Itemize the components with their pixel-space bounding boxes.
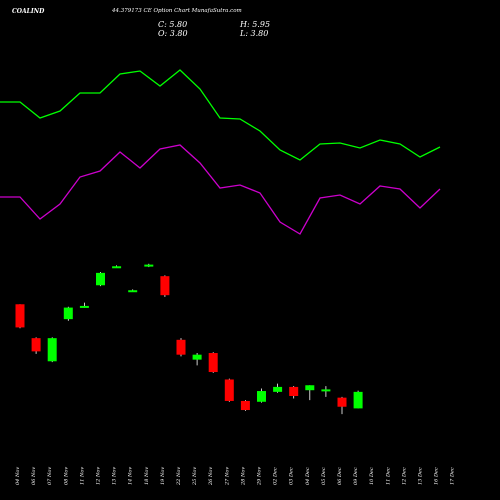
candle <box>112 265 122 269</box>
candle-body <box>273 386 283 392</box>
upper-indicator-line <box>0 69 441 161</box>
candle <box>240 400 250 411</box>
candle <box>305 385 315 401</box>
candle-body <box>79 305 89 308</box>
candle-body <box>321 389 331 392</box>
ohlc-c-label: C: 5.80 <box>158 20 188 29</box>
candle-body <box>128 290 138 293</box>
x-tick-label: 09 Dec <box>353 467 359 485</box>
candle <box>96 272 105 287</box>
candle <box>128 289 138 293</box>
candle <box>353 390 363 409</box>
candle-body <box>240 400 250 411</box>
ohlc-l-label: L: 3.80 <box>240 29 269 38</box>
candle <box>15 304 25 329</box>
candle <box>208 352 218 373</box>
x-tick-label: 04 Dec <box>305 467 311 485</box>
candle <box>337 396 347 415</box>
x-tick-label: 06 Nov <box>31 467 37 485</box>
x-tick-label: 06 Dec <box>337 467 343 485</box>
lower-indicator-line <box>0 144 441 235</box>
x-tick-label: 03 Dec <box>289 467 295 485</box>
x-tick-label: 29 Nov <box>257 467 263 486</box>
chart-title: 44.379173 CE Option Chart MunafaSutra.co… <box>112 8 242 14</box>
x-tick-label: 11 Dec <box>385 467 391 485</box>
x-tick-label: 16 Dec <box>434 467 440 485</box>
candle-body <box>96 272 105 286</box>
candle <box>321 386 331 397</box>
x-tick-label: 22 Nov <box>176 467 182 486</box>
x-tick-label: 17 Dec <box>450 467 456 485</box>
x-tick-label: 08 Nov <box>63 467 69 485</box>
candle <box>224 378 234 402</box>
x-tick-label: 19 Nov <box>160 467 166 485</box>
candle-body <box>47 338 57 362</box>
candle-body <box>63 307 73 320</box>
candle <box>63 306 73 321</box>
x-tick-label: 11 Nov <box>79 467 85 485</box>
x-tick-label: 10 Dec <box>369 467 375 485</box>
candle <box>47 337 57 363</box>
candle <box>31 337 41 354</box>
candle <box>289 386 299 399</box>
candle-body <box>15 304 25 328</box>
x-tick-label: 12 Nov <box>96 467 102 485</box>
x-tick-label: 26 Nov <box>208 467 214 486</box>
x-tick-label: 18 Nov <box>144 467 150 485</box>
candle-body <box>257 391 266 402</box>
symbol-label: COALIND <box>12 8 45 15</box>
candle-body <box>337 397 347 407</box>
candle-body <box>112 266 122 269</box>
candle-body <box>305 385 315 391</box>
x-tick-label: 13 Nov <box>112 467 118 485</box>
ohlc-h-label: H: 5.95 <box>240 20 271 29</box>
candle-body <box>192 354 202 360</box>
candle <box>160 275 170 297</box>
candle <box>192 353 202 366</box>
x-tick-label: 28 Nov <box>240 467 246 486</box>
candle <box>176 338 186 357</box>
candle-body <box>31 338 41 352</box>
x-tick-label: 27 Nov <box>224 467 230 486</box>
candle-body <box>176 339 186 355</box>
candle <box>257 388 266 403</box>
candle-body <box>208 353 218 373</box>
candle <box>144 263 154 268</box>
x-tick-label: 07 Nov <box>47 467 53 485</box>
candle-body <box>224 379 234 401</box>
candle-body <box>353 391 363 409</box>
x-tick-label: 12 Dec <box>401 467 407 485</box>
x-tick-label: 05 Dec <box>321 467 327 485</box>
x-tick-label: 04 Nov <box>15 467 21 485</box>
candle-body <box>160 276 170 296</box>
candle-body <box>144 264 154 267</box>
ohlc-o-label: O: 3.80 <box>158 29 188 38</box>
x-tick-label: 13 Dec <box>418 467 424 485</box>
candle <box>79 302 89 308</box>
candle-body <box>289 386 299 396</box>
x-tick-label: 25 Nov <box>192 467 198 486</box>
candle <box>273 383 283 393</box>
x-tick-label: 02 Dec <box>273 467 279 485</box>
x-tick-label: 14 Nov <box>128 467 134 485</box>
